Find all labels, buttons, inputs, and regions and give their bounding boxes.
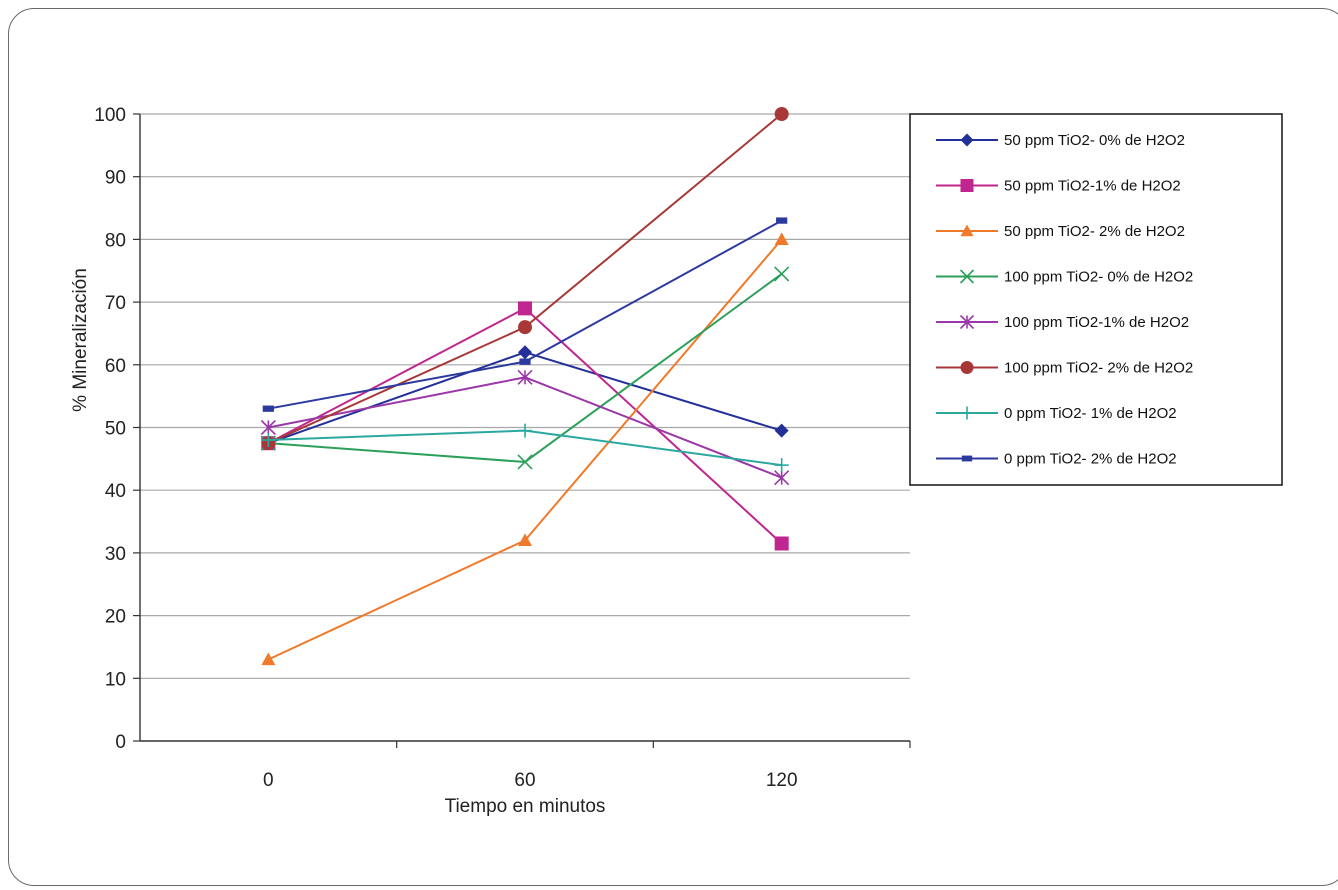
legend-swatch-marker-3: [960, 224, 974, 237]
legend-label-8: 0 ppm TiO2- 2% de H2O2: [1004, 451, 1177, 468]
series-7-point-60: [518, 423, 532, 438]
y-tick-label-70: 70: [105, 293, 126, 314]
series-2-point-120: [774, 536, 789, 551]
series-7-point-0: [261, 433, 276, 448]
legend-label-1: 50 ppm TiO2- 0% de H2O2: [1004, 132, 1185, 149]
legend: 50 ppm TiO2- 0% de H2O2 50 ppm TiO2-1% de…: [909, 113, 1283, 486]
y-tick-label-0: 0: [115, 732, 126, 753]
legend-item-3: 50 ppm TiO2- 2% de H2O2: [936, 223, 1185, 240]
legend-item-5: 100 ppm TiO2-1% de H2O2: [936, 314, 1189, 331]
legend-item-2: 50 ppm TiO2-1% de H2O2: [936, 178, 1181, 195]
series-3-point-0: [261, 652, 276, 666]
series-8-point-120: [776, 217, 788, 224]
series-5-point-120: [774, 470, 790, 486]
y-tick-label-100: 100: [94, 105, 126, 126]
legend-swatch-marker-7: [960, 406, 974, 420]
series-6-point-120: [774, 107, 789, 121]
series-3: [261, 232, 789, 666]
series-2-point-60: [518, 301, 532, 316]
y-tick-label-80: 80: [105, 230, 126, 251]
legend-item-8: 0 ppm TiO2- 2% de H2O2: [936, 451, 1177, 468]
gridlines: [140, 113, 910, 679]
legend-box: [909, 113, 1283, 486]
legend-swatch-marker-6: [960, 361, 974, 374]
x-tick-label-60: 60: [514, 770, 535, 791]
series-6-point-60: [518, 320, 532, 335]
series-7: [261, 423, 789, 473]
legend-item-4: 100 ppm TiO2- 0% de H2O2: [936, 269, 1193, 286]
legend-label-4: 100 ppm TiO2- 0% de H2O2: [1004, 269, 1193, 286]
series-8: [262, 217, 788, 412]
y-tick-label-10: 10: [105, 669, 126, 690]
legend-item-1: 50 ppm TiO2- 0% de H2O2: [936, 132, 1185, 149]
series-4-point-60-b: [517, 454, 533, 470]
legend-label-7: 0 ppm TiO2- 1% de H2O2: [1004, 405, 1177, 422]
series-1-point-120: [774, 423, 789, 438]
series-8-point-60: [519, 358, 531, 365]
legend-swatch-marker-2: [960, 179, 974, 192]
series-5-point-60: [517, 369, 533, 385]
legend-swatch-marker-5: [959, 314, 975, 330]
series-4-point-120-b: [774, 266, 790, 282]
axes: 0 10 20 30 40 50 60 70 80 90 100 0 60 120: [94, 105, 911, 791]
y-tick-label-20: 20: [105, 607, 126, 628]
series-5-point-0: [260, 419, 276, 436]
series-4: [260, 266, 790, 470]
x-axis-title: Tiempo en minutos: [445, 796, 606, 817]
legend-label-2: 50 ppm TiO2-1% de H2O2: [1004, 178, 1181, 195]
legend-swatch-marker-4-b: [959, 269, 975, 284]
series-8-point-0: [262, 405, 274, 412]
series-6: [261, 107, 789, 451]
legend-label-6: 100 ppm TiO2- 2% de H2O2: [1004, 360, 1193, 377]
series-4-point-60: [517, 454, 533, 470]
y-axis-title: % Mineralización: [70, 268, 91, 412]
y-tick-label-50: 50: [105, 419, 126, 440]
y-tick-label-90: 90: [105, 168, 126, 189]
legend-label-3: 50 ppm TiO2- 2% de H2O2: [1004, 223, 1185, 240]
series-3-point-120: [774, 232, 789, 245]
series-1-point-60: [518, 345, 532, 360]
legend-item-6: 100 ppm TiO2- 2% de H2O2: [936, 360, 1193, 377]
legend-label-5: 100 ppm TiO2-1% de H2O2: [1004, 314, 1189, 331]
series-5: [260, 369, 790, 486]
series-4-point-120: [774, 266, 790, 282]
legend-swatch-marker-8: [961, 455, 973, 462]
x-tick-label-0: 0: [263, 770, 274, 791]
legend-swatch-marker-4: [959, 269, 975, 284]
y-tick-label-30: 30: [105, 544, 126, 565]
series-7-point-120: [774, 458, 789, 473]
series-group: [260, 107, 790, 666]
series-3-point-60: [518, 533, 532, 546]
y-tick-label-60: 60: [105, 356, 126, 377]
x-tick-label-120: 120: [766, 770, 798, 791]
legend-swatch-marker-1: [960, 133, 974, 147]
legend-item-7: 0 ppm TiO2- 1% de H2O2: [936, 405, 1177, 422]
y-tick-label-40: 40: [105, 481, 126, 502]
